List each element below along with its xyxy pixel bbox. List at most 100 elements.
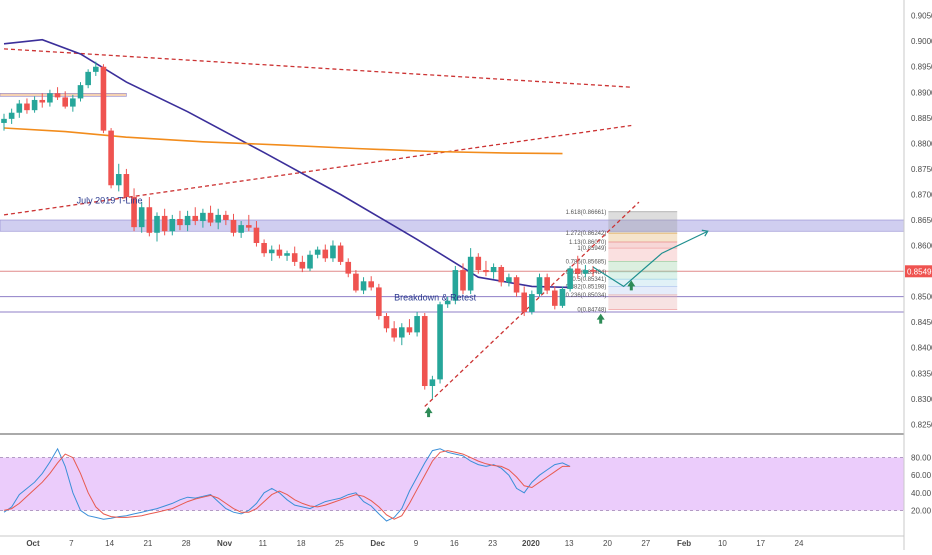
fib-level-label-7: 0.382(0.85198) (566, 285, 607, 291)
candle-body-53 (406, 327, 413, 333)
fib-level-label-3: 1(0.85949) (577, 246, 606, 252)
price-tick-label-13: 0.84000 (911, 344, 932, 353)
candle-body-54 (414, 316, 420, 333)
time-tick-label-8: 25 (335, 539, 344, 548)
time-tick-label-10: 9 (414, 539, 419, 548)
candle-body-51 (391, 328, 397, 338)
candle-body-40 (307, 254, 313, 269)
oscillator-tick-label-2: 40.00 (911, 489, 932, 498)
candle-body-49 (376, 287, 382, 317)
time-tick-label-1: 7 (69, 539, 74, 548)
price-tick-label-3: 0.89000 (911, 88, 932, 97)
candle-body-38 (291, 253, 298, 262)
candle-body-14 (108, 130, 114, 186)
candle-body-70 (536, 277, 543, 295)
candle-body-61 (467, 256, 474, 291)
fib-band-3 (608, 248, 678, 262)
fib-level-label-6: 0.5(0.85341) (572, 277, 606, 283)
candle-body-67 (513, 277, 520, 293)
candle-body-64 (490, 266, 497, 273)
oscillator-series-0 (3, 447, 571, 522)
candle-body-6 (47, 93, 53, 103)
candle-body-19 (146, 207, 153, 233)
up-arrow-marker-1 (596, 313, 605, 324)
zone-1 (0, 93, 127, 97)
fib-level-label-2: 1.13(0.86070) (569, 240, 606, 246)
price-tick-label-2: 0.89500 (911, 63, 932, 72)
time-tick-label-18: 10 (718, 539, 727, 548)
fib-level-label-9: 0(0.84748) (577, 307, 606, 313)
projection-arrow-head (701, 229, 709, 237)
candle-body-26 (200, 212, 206, 222)
time-tick-label-4: 28 (182, 539, 191, 548)
price-tick-label-4: 0.88500 (911, 114, 932, 123)
candle-body-39 (299, 261, 306, 269)
candle-body-42 (322, 249, 329, 259)
price-tick-label-0: 0.90500 (911, 12, 932, 21)
price-tick-label-15: 0.83000 (911, 395, 932, 404)
up-arrow-marker-0 (424, 407, 433, 418)
candle-body-74 (567, 268, 573, 289)
time-tick-label-6: 11 (259, 539, 268, 548)
candle-body-60 (460, 270, 466, 291)
moving-average-line-0 (3, 38, 571, 289)
fib-level-label-1: 1.272(0.86242) (566, 231, 607, 237)
price-tick-label-6: 0.87500 (911, 165, 932, 174)
price-tick-label-12: 0.84500 (911, 318, 932, 327)
fib-level-label-8: 0.236(0.85034) (566, 293, 607, 299)
candle-body-43 (330, 245, 336, 259)
candle-body-46 (353, 273, 359, 291)
candle-body-20 (154, 215, 160, 233)
price-tick-label-8: 0.86500 (911, 216, 932, 225)
candle-body-15 (115, 174, 122, 186)
candle-body-29 (223, 214, 229, 220)
candle-body-69 (529, 294, 535, 312)
oscillator-tick-label-1: 60.00 (911, 471, 932, 480)
candle-body-35 (268, 249, 275, 254)
time-tick-label-11: 16 (450, 539, 459, 548)
candle-body-52 (399, 327, 405, 338)
time-tick-label-12: 23 (488, 539, 497, 548)
candle-body-71 (544, 277, 550, 291)
candle-body-63 (483, 270, 489, 273)
current-price-label: 0.85496 (907, 267, 932, 276)
candle-body-32 (246, 225, 252, 228)
candle-body-66 (506, 277, 512, 283)
candle-body-3 (24, 103, 30, 111)
candle-body-50 (383, 316, 390, 329)
candle-body-2 (16, 103, 23, 113)
candle-body-59 (452, 270, 459, 301)
candle-body-8 (62, 97, 68, 107)
candle-body-28 (215, 214, 221, 223)
candle-body-68 (521, 292, 527, 312)
fib-level-label-0: 1.618(0.86661) (566, 210, 607, 216)
candle-body-18 (138, 207, 145, 228)
time-tick-label-3: 21 (143, 539, 152, 548)
price-tick-label-9: 0.86000 (911, 242, 932, 251)
projection-arrow (592, 230, 709, 288)
candle-body-72 (552, 290, 558, 306)
price-tick-label-7: 0.87000 (911, 190, 932, 199)
annotation-0: July 2019 T-Line (77, 196, 143, 206)
annotation-1: Breakdown & Retest (394, 293, 477, 303)
candle-body-21 (161, 215, 168, 232)
time-tick-label-15: 20 (603, 539, 612, 548)
candle-body-56 (429, 379, 436, 387)
fib-band-8 (608, 294, 678, 310)
candle-body-57 (437, 304, 443, 380)
price-tick-label-11: 0.85000 (911, 293, 932, 302)
candle-body-4 (31, 99, 38, 111)
up-arrow-marker-2 (627, 280, 636, 291)
time-tick-label-13: 2020 (522, 539, 540, 548)
candle-body-58 (444, 300, 451, 305)
time-tick-label-2: 14 (105, 539, 114, 548)
oscillator-series-1 (3, 450, 571, 520)
candle-body-76 (582, 270, 589, 274)
oscillator-tick-label-0: 80.00 (911, 454, 932, 463)
time-tick-label-19: 17 (756, 539, 765, 548)
candle-body-5 (39, 99, 46, 103)
price-tick-label-5: 0.88000 (911, 139, 932, 148)
